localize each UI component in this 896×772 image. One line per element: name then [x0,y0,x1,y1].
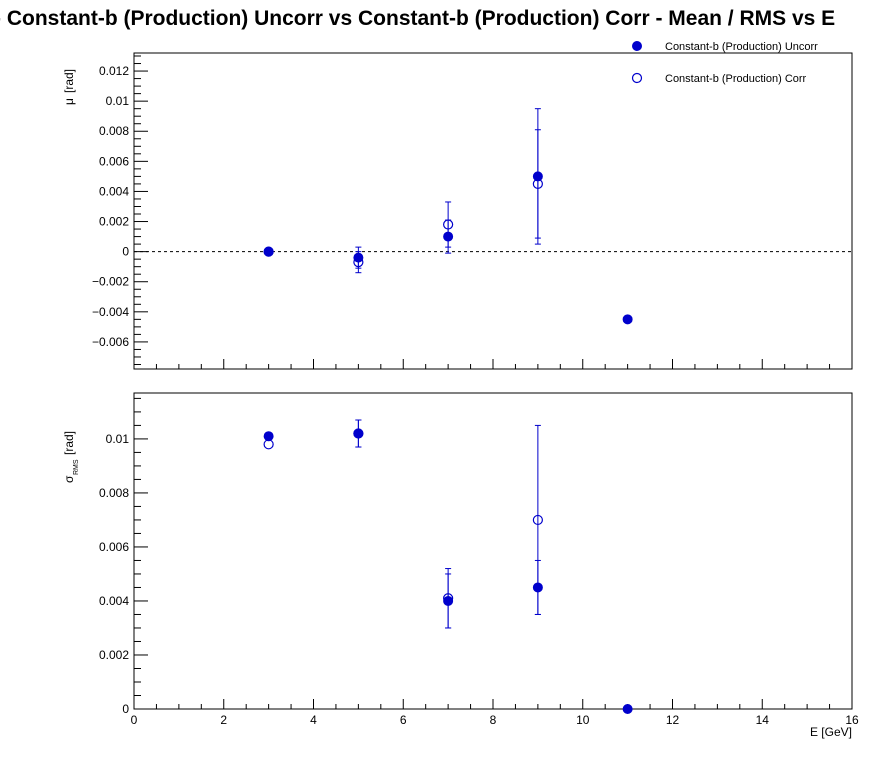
mean-point-uncorr [263,246,274,257]
x-tick-label: 12 [666,713,680,727]
rms-point-uncorr [622,704,633,714]
y-axis-subscript: RMS [73,459,80,475]
rms-point-uncorr [532,582,543,593]
x-axis-title: E [GeV] [810,725,852,739]
rms-y-tick-label: 0.002 [99,648,129,662]
legend: Constant-b (Production) Uncorr Constant-b… [631,41,818,85]
legend-label: Constant-b (Production) Uncorr [665,41,818,53]
rms-point-uncorr [353,428,364,439]
mean-point-uncorr [443,231,454,242]
mean-y-tick-label: 0.012 [99,64,129,78]
mean-y-axis-title: μ [rad] [62,69,76,105]
x-tick-label: 4 [310,713,317,727]
mean-y-tick-label: 0 [122,245,129,259]
mean-y-tick-label: 0.002 [99,215,129,229]
y-axis-unit: [rad] [62,431,76,455]
chart-title: - Constant-b (Production) Uncorr vs Cons… [0,7,836,30]
rms-y-tick-label: 0.004 [99,594,129,608]
rms-point-corr [532,514,543,526]
rms-y-tick-label: 0.008 [99,486,129,500]
mean-frame [133,52,853,370]
x-tick-label: 0 [131,713,138,727]
rms-point-uncorr [443,595,454,606]
y-axis-unit: [rad] [62,69,76,93]
mean-y-tick-label: −0.004 [92,305,129,319]
rms-point-uncorr [263,431,274,442]
rms-y-tick-label: 0.006 [99,540,129,554]
x-tick-label: 16 [845,713,859,727]
legend-label: Constant-b (Production) Corr [665,73,807,85]
x-tick-label: 14 [756,713,770,727]
mean-panel: −0.006 −0.004 −0.002 0 0.002 0.004 0.006 0.008 0… [62,52,853,370]
rms-panel: 0 0.002 0.004 0.006 0.008 0.01 0 2 4 6 8 10 12 14 16E … [62,392,859,739]
y-axis-symbol: μ [62,98,76,105]
x-tick-label: 10 [576,713,590,727]
legend-marker-open [631,72,643,84]
x-tick-label: 2 [220,713,227,727]
mean-y-tick-label: −0.006 [92,335,129,349]
legend-marker-filled [632,41,642,51]
mean-y-tick-label: 0.006 [99,154,129,168]
rms-y-tick-label: 0.01 [106,432,130,446]
mean-point-uncorr [622,314,633,325]
y-axis-symbol: σ [62,475,76,483]
mean-y-tick-label: 0.004 [99,184,129,198]
x-tick-label: 6 [400,713,407,727]
mean-point-uncorr [532,171,543,182]
rms-y-tick-label: 0 [122,702,129,716]
mean-y-tick-label: 0.008 [99,124,129,138]
mean-y-tick-label: 0.01 [106,94,130,108]
mean-point-uncorr [353,252,364,263]
rms-frame [133,392,853,710]
mean-y-tick-label: −0.002 [92,275,129,289]
x-tick-label: 8 [490,713,497,727]
